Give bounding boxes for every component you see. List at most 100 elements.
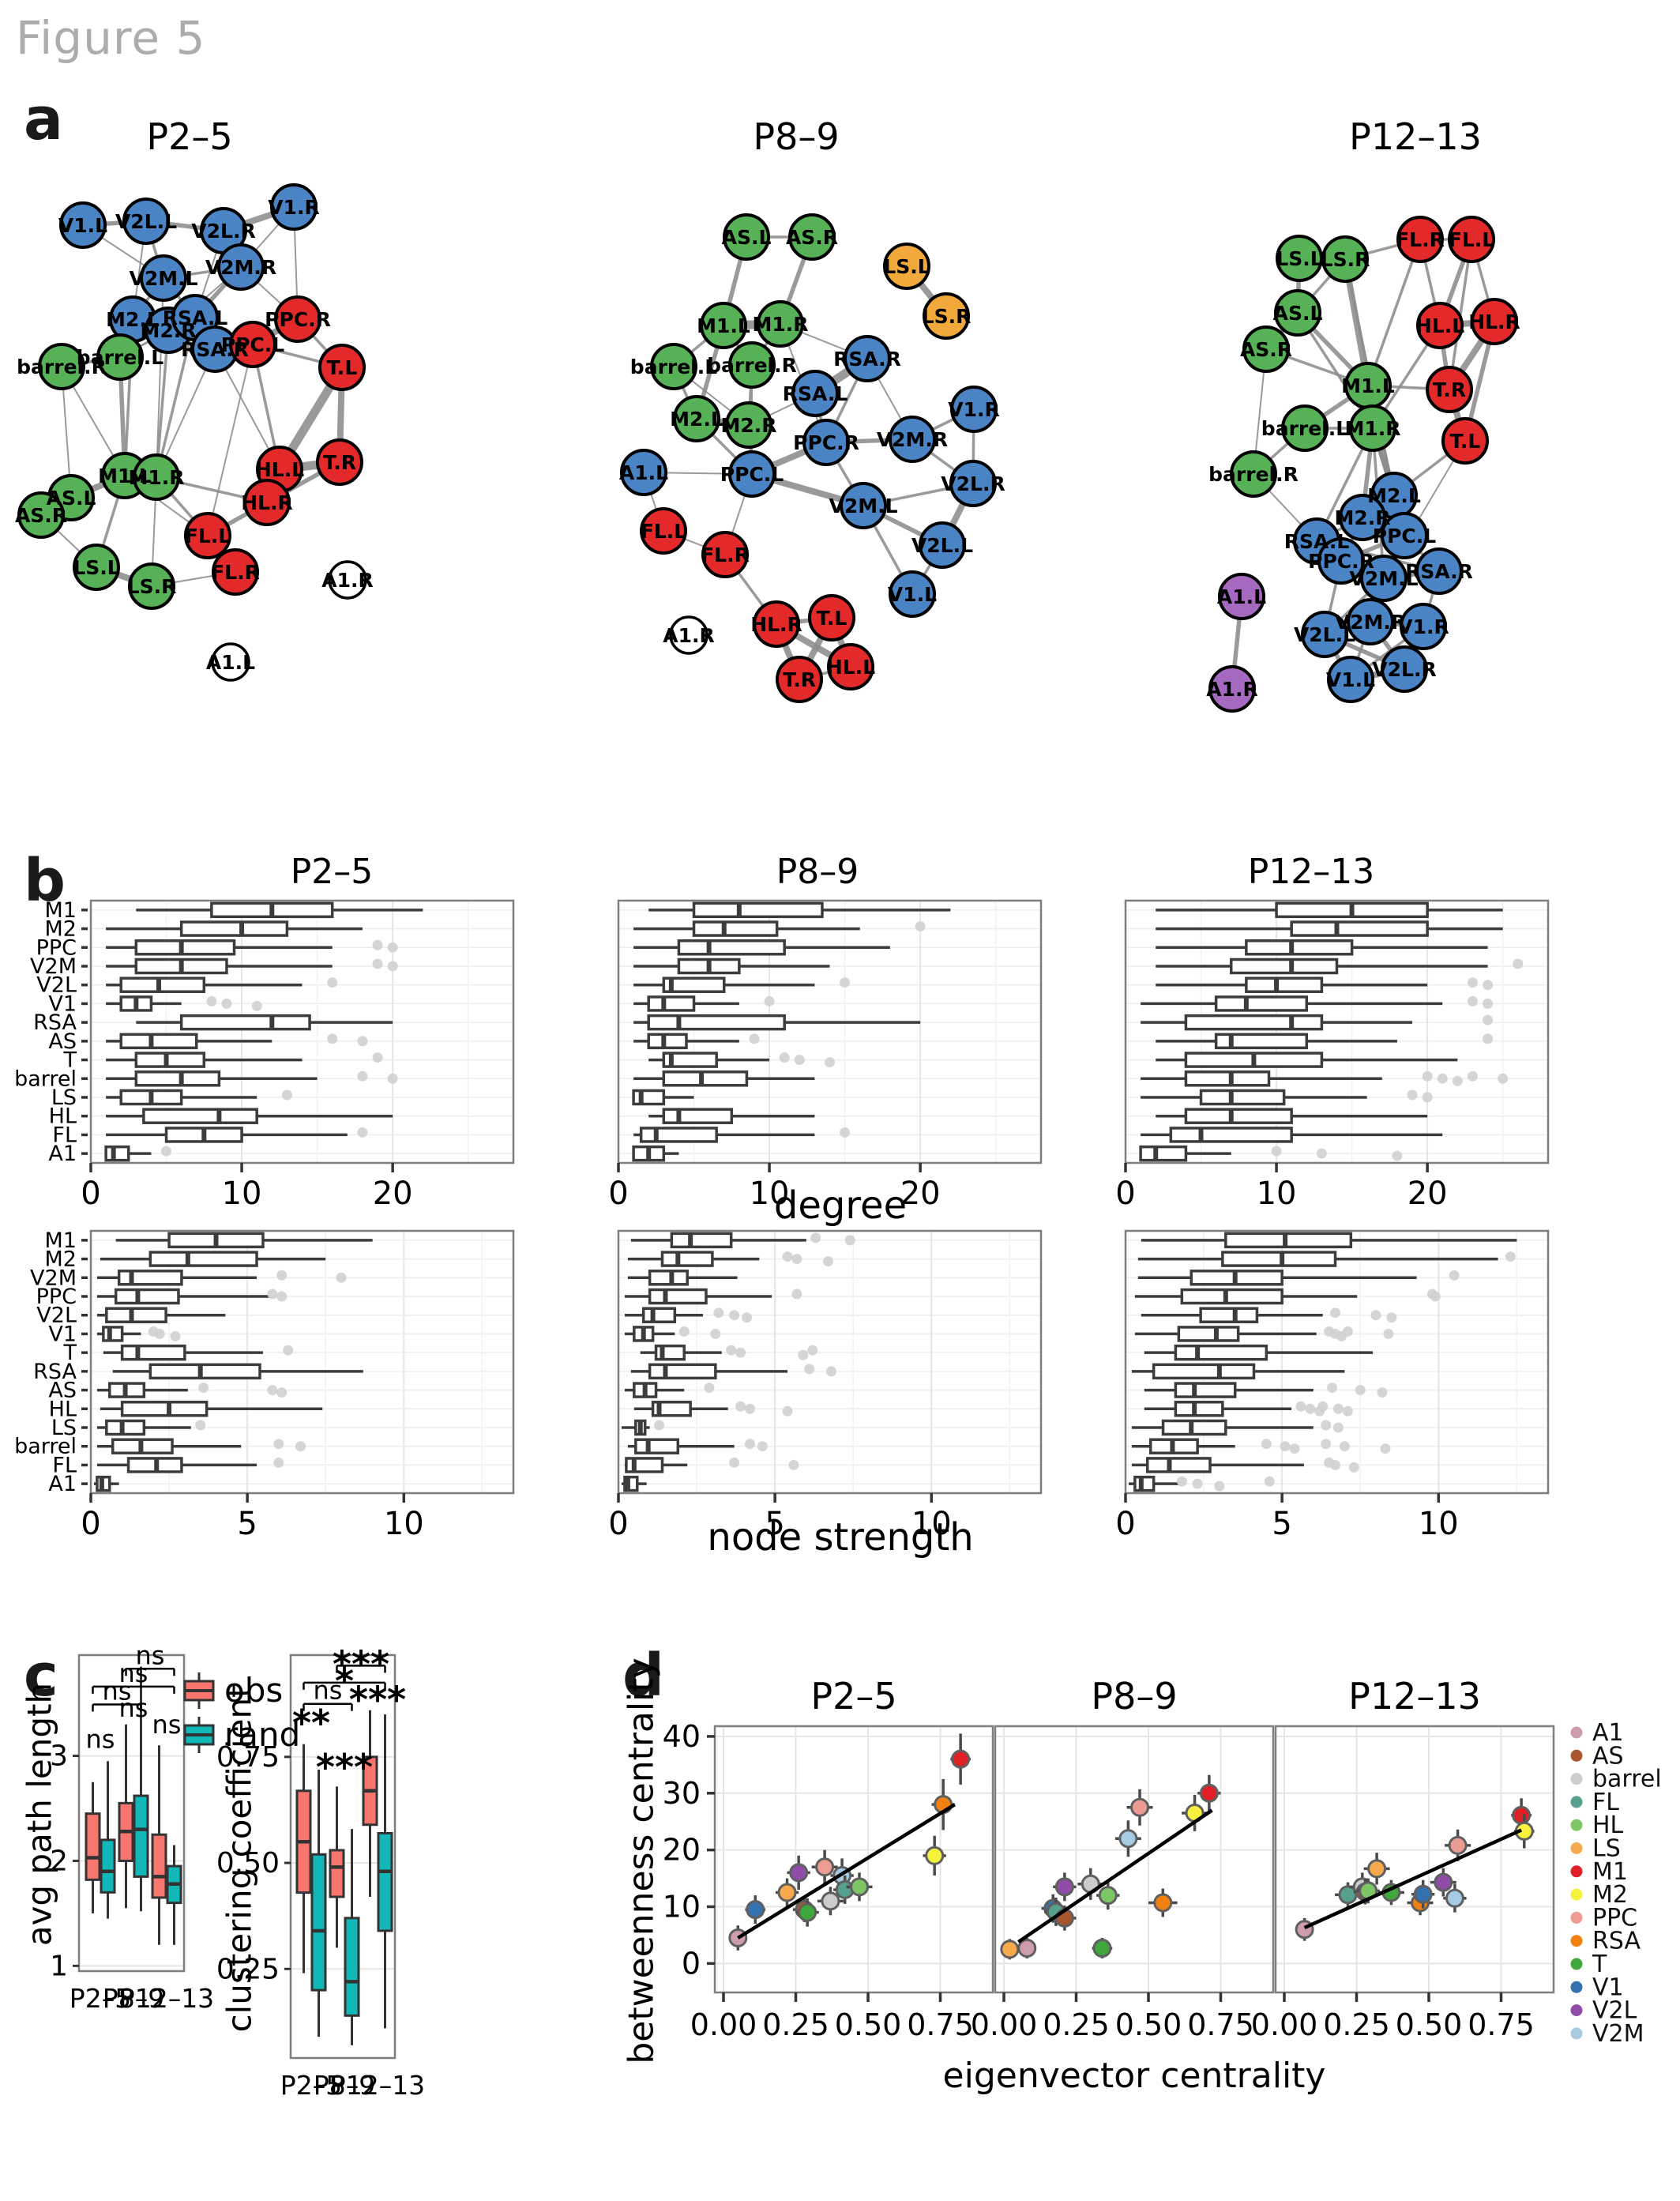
x-tick-label: 0 bbox=[608, 1506, 628, 1542]
scatter-point-T bbox=[798, 1902, 817, 1922]
network-node-label: A1.R bbox=[321, 569, 374, 592]
box-obs bbox=[85, 1812, 101, 1881]
outlier-point bbox=[1321, 1420, 1332, 1431]
outlier-point bbox=[1452, 1075, 1463, 1086]
legend-dot-A1 bbox=[1570, 1726, 1583, 1739]
network-node bbox=[73, 544, 120, 591]
outlier-point bbox=[206, 995, 217, 1006]
network-node bbox=[270, 183, 318, 231]
box bbox=[625, 1457, 664, 1473]
network-node bbox=[883, 243, 930, 290]
box bbox=[1174, 1344, 1268, 1361]
box bbox=[1184, 1070, 1271, 1087]
network-node-label: LS.L bbox=[73, 556, 119, 579]
legend-label-barrel: barrel bbox=[1592, 1766, 1662, 1793]
x-tick-label: 10 bbox=[384, 1506, 424, 1542]
category-label: barrel bbox=[14, 1435, 77, 1459]
network-node-label: V2L.L bbox=[911, 534, 973, 557]
network-node-label: A1.L bbox=[206, 651, 255, 674]
scatter-facet-P12–13: 0.00 0.25 0.50 0.75 bbox=[1251, 1725, 1555, 2042]
box bbox=[648, 1270, 689, 1286]
y-tick-label: 30 bbox=[663, 1776, 701, 1811]
network-P8–9: AS.L AS.R LS.L LS.R M1.L M1.R barrel.Lbarrel.R… bbox=[619, 213, 1005, 703]
box bbox=[648, 1288, 708, 1305]
category-label: PPC bbox=[36, 935, 77, 960]
network-node-label: PPC.R bbox=[1308, 550, 1374, 573]
network-node-label: LS.L bbox=[1276, 247, 1322, 270]
box bbox=[662, 1052, 718, 1068]
category-label: M2 bbox=[45, 917, 77, 942]
outlier-point bbox=[1348, 1462, 1359, 1473]
network-node bbox=[96, 333, 144, 381]
outlier-point bbox=[1261, 1439, 1272, 1450]
network-node bbox=[844, 335, 891, 382]
outlier-point bbox=[764, 995, 775, 1006]
legend-dot-FL bbox=[1570, 1796, 1583, 1808]
outlier-point bbox=[372, 1052, 383, 1063]
scatter-point-V2L bbox=[1054, 1877, 1074, 1897]
outlier-point bbox=[807, 1345, 818, 1356]
box bbox=[134, 1070, 221, 1087]
network-node-label: PPC.L bbox=[720, 463, 784, 486]
network-node-label: HL.R bbox=[241, 491, 293, 514]
legend-dot-RSA bbox=[1570, 1935, 1583, 1947]
network-node-label: V2M.L bbox=[829, 495, 897, 517]
network-node bbox=[1448, 216, 1495, 263]
x-tick-label: 5 bbox=[765, 1506, 784, 1542]
network-node-label: barrel.L bbox=[1261, 417, 1348, 440]
outlier-point bbox=[295, 1441, 306, 1452]
box bbox=[1152, 1363, 1256, 1380]
category-label: V1 bbox=[48, 991, 77, 1016]
legend-dot-V2M bbox=[1570, 2027, 1583, 2040]
box bbox=[1174, 1401, 1224, 1417]
trend-line bbox=[1303, 1828, 1523, 1930]
network-node-label: barrel.R bbox=[17, 356, 107, 378]
panel-c-legend: obs rand bbox=[183, 1671, 300, 1754]
significance-label: *** bbox=[349, 1678, 406, 1721]
outlier-point bbox=[276, 1270, 288, 1281]
box bbox=[1177, 1326, 1240, 1342]
network-node-label: LS.R bbox=[1321, 248, 1370, 271]
network-node bbox=[788, 213, 836, 261]
outlier-point bbox=[1317, 1401, 1329, 1412]
box bbox=[1145, 1457, 1212, 1473]
network-node-label: AS.R bbox=[1240, 338, 1292, 361]
network-node bbox=[753, 600, 800, 648]
legend-label-V2M: V2M bbox=[1592, 2020, 1644, 2048]
network-node bbox=[673, 395, 720, 442]
category-label: FL bbox=[52, 1453, 77, 1477]
network-node bbox=[889, 416, 936, 463]
x-tick-label: 20 bbox=[900, 1176, 941, 1212]
outlier-point bbox=[798, 1349, 809, 1360]
outlier-point bbox=[1383, 1328, 1394, 1339]
panel-a-title-p2-5: P2–5 bbox=[146, 115, 233, 158]
x-tick-label: 0 bbox=[1115, 1506, 1135, 1542]
outlier-point bbox=[1513, 958, 1524, 969]
category-label: RSA bbox=[33, 1360, 77, 1384]
network-node bbox=[1396, 216, 1444, 263]
y-tick-label: 0.50 bbox=[216, 1847, 280, 1879]
category-label: M1 bbox=[45, 1228, 77, 1253]
legend-label-PPC: PPC bbox=[1592, 1904, 1637, 1932]
outlier-point bbox=[1483, 1033, 1494, 1044]
outlier-point bbox=[735, 1347, 746, 1358]
box bbox=[1290, 920, 1429, 937]
outlier-point bbox=[726, 1345, 737, 1356]
outlier-point bbox=[1176, 1476, 1187, 1487]
x-category-label: P12–13 bbox=[330, 2070, 425, 2101]
box bbox=[119, 1033, 198, 1050]
degree-facet-P12–13: 0 10 20 bbox=[1115, 899, 1550, 1212]
outlier-point bbox=[1342, 1326, 1353, 1337]
box bbox=[148, 1251, 258, 1267]
box bbox=[641, 1307, 677, 1323]
network-node-label: barrel.R bbox=[1208, 463, 1299, 486]
network-node-label: V2M.R bbox=[1335, 611, 1406, 634]
box bbox=[120, 1344, 186, 1361]
outlier-point bbox=[713, 1307, 724, 1319]
box bbox=[1245, 939, 1354, 956]
network-node bbox=[808, 594, 855, 641]
box bbox=[677, 939, 786, 956]
network-node-label: V2M.L bbox=[1349, 567, 1418, 590]
outlier-point bbox=[1192, 1478, 1203, 1489]
